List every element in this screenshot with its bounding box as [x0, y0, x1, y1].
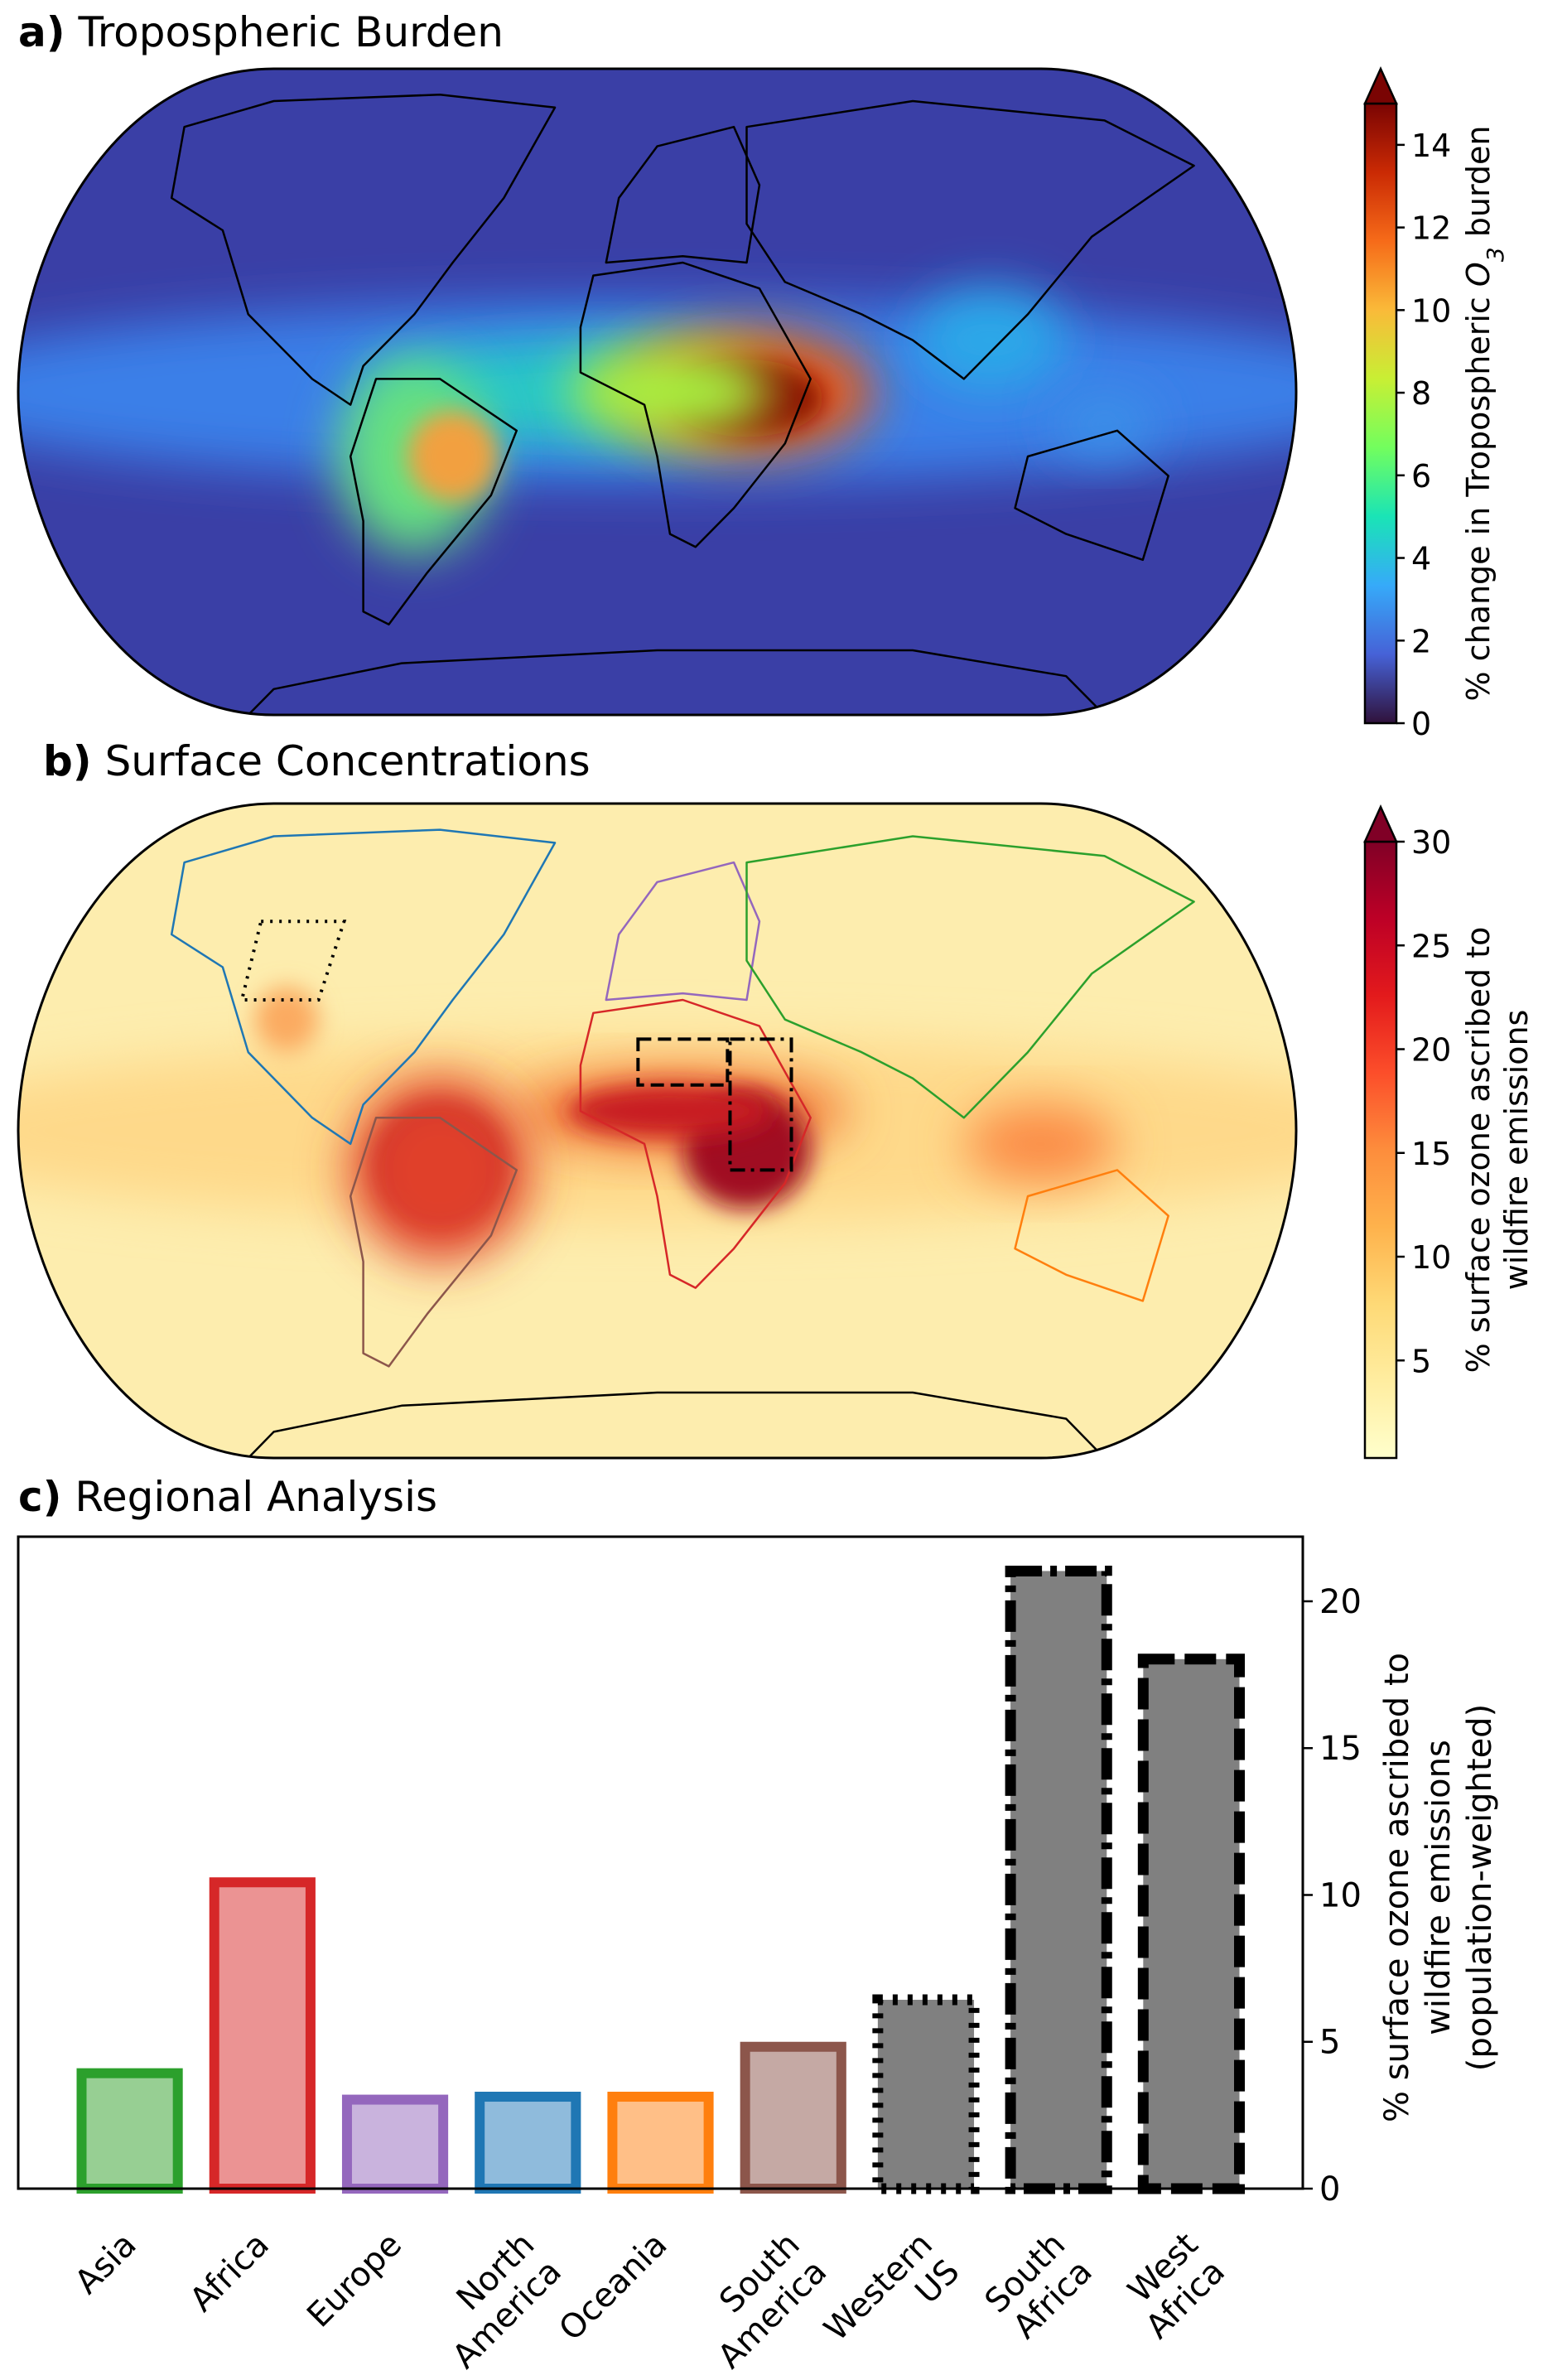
colorbar	[1363, 102, 1398, 725]
field-hotspot	[567, 346, 773, 437]
panel-b-title: b) Surface Concentrations	[43, 737, 591, 785]
field-hotspot	[963, 1104, 1117, 1184]
colorbar-tick-label: 4	[1411, 541, 1431, 577]
x-tick-label-western-us: WesternUS	[817, 2226, 967, 2376]
field-hotspot	[350, 1078, 530, 1262]
colorbar-tick-label: 6	[1411, 458, 1431, 495]
field-hotspot	[567, 1084, 773, 1137]
x-tick-label-africa: Africa	[183, 2226, 277, 2320]
colorbar-tick-label: 15	[1411, 1136, 1451, 1172]
x-tick-label-asia: Asia	[68, 2226, 144, 2302]
bar-europe	[341, 2094, 449, 2194]
map-surface-concentrations	[17, 802, 1298, 1460]
coastline	[745, 835, 1195, 1119]
map-border	[17, 802, 1298, 1460]
coastline	[170, 93, 557, 406]
y-axis-label: % surface ozone ascribed to	[1378, 1653, 1416, 2122]
y-tick-label: 15	[1319, 1730, 1362, 1768]
coastline	[1014, 1169, 1169, 1302]
x-tick-label-south-africa: SouthAfrica	[978, 2226, 1100, 2348]
y-tick-label: 20	[1319, 1583, 1362, 1621]
x-tick-label-south-america: SouthAmerica	[684, 2226, 835, 2377]
bar-south-america	[740, 2041, 846, 2194]
colorbar	[1363, 840, 1398, 1460]
colorbar-label: % change in Tropospheric O3 burden	[1460, 126, 1509, 702]
coastline	[170, 828, 557, 1146]
colorbar-tick-label: 30	[1411, 824, 1451, 861]
field-hotspot	[254, 987, 319, 1053]
colorbar-b: 5 10 15 20 25 30 % surface ozone ascribed to wi…	[1363, 804, 1535, 1460]
x-tick-label-oceania: Oceania	[552, 2226, 674, 2349]
colorbar-tick-label: 25	[1411, 928, 1451, 964]
colorbar-extend-arrow	[1363, 804, 1398, 843]
y-tick-label: 10	[1319, 1876, 1362, 1914]
bar-oceania	[607, 2092, 714, 2194]
bar-western-us	[872, 1994, 980, 2194]
colorbar-tick-label: 10	[1411, 292, 1451, 329]
panel-c-title: c) Regional Analysis	[18, 1473, 438, 1521]
panel-a-title: a) Tropospheric Burden	[18, 8, 504, 56]
colorbar-tick-label: 0	[1411, 706, 1431, 742]
plot-frame	[17, 1535, 1304, 2190]
region-box-south-africa	[728, 1037, 793, 1172]
coastline	[1014, 429, 1169, 562]
colorbar-tick-label: 14	[1411, 128, 1451, 164]
region-box-western-us	[239, 920, 347, 1002]
coastline	[247, 1391, 1106, 1458]
y-tick-label: 5	[1319, 2024, 1340, 2062]
x-tick-label-north-america: NorthAmerica	[418, 2226, 569, 2377]
map-tropospheric-burden	[17, 67, 1298, 717]
colorbar-label: % surface ozone ascribed to	[1460, 927, 1497, 1373]
coastline	[745, 99, 1195, 380]
colorbar-a: 0 2 4 6 8 10 12 14% change in Tropospheric O3 b…	[1363, 65, 1509, 742]
coastline	[349, 378, 518, 626]
colorbar-tick-label: 5	[1411, 1343, 1431, 1379]
colorbar-extend-arrow	[1363, 65, 1398, 105]
coastline	[247, 649, 1106, 715]
coastline	[579, 261, 812, 548]
colorbar-tick-label: 8	[1411, 375, 1431, 412]
bar-africa	[209, 1877, 316, 2194]
bar-asia	[76, 2068, 183, 2194]
map-border	[17, 67, 1298, 717]
colorbar-tick-label: 10	[1411, 1239, 1451, 1276]
field-hotspot	[407, 411, 498, 502]
bar-south-africa	[1005, 1565, 1112, 2194]
field-hotspot	[1053, 392, 1156, 456]
coastline	[349, 1116, 518, 1368]
colorbar-tick-label: 2	[1411, 623, 1431, 659]
colorbar-label: wildfire emissions	[1498, 1010, 1535, 1291]
bar-north-america	[475, 2092, 581, 2194]
y-axis-label: wildfire emissions	[1420, 1740, 1458, 2035]
colorbar-tick-label: 12	[1411, 210, 1451, 247]
bar-west-africa	[1137, 1653, 1246, 2194]
region-box-west-africa	[636, 1037, 730, 1087]
colorbar-tick-label: 20	[1411, 1032, 1451, 1069]
y-tick-label: 0	[1319, 2170, 1340, 2209]
y-axis-label: (population-weighted)	[1461, 1704, 1499, 2071]
x-tick-label-europe: Europe	[300, 2226, 409, 2335]
field-hotspot	[913, 288, 1067, 392]
coastline	[579, 998, 812, 1289]
x-tick-label-west-africa: WestAfrica	[1111, 2226, 1232, 2347]
